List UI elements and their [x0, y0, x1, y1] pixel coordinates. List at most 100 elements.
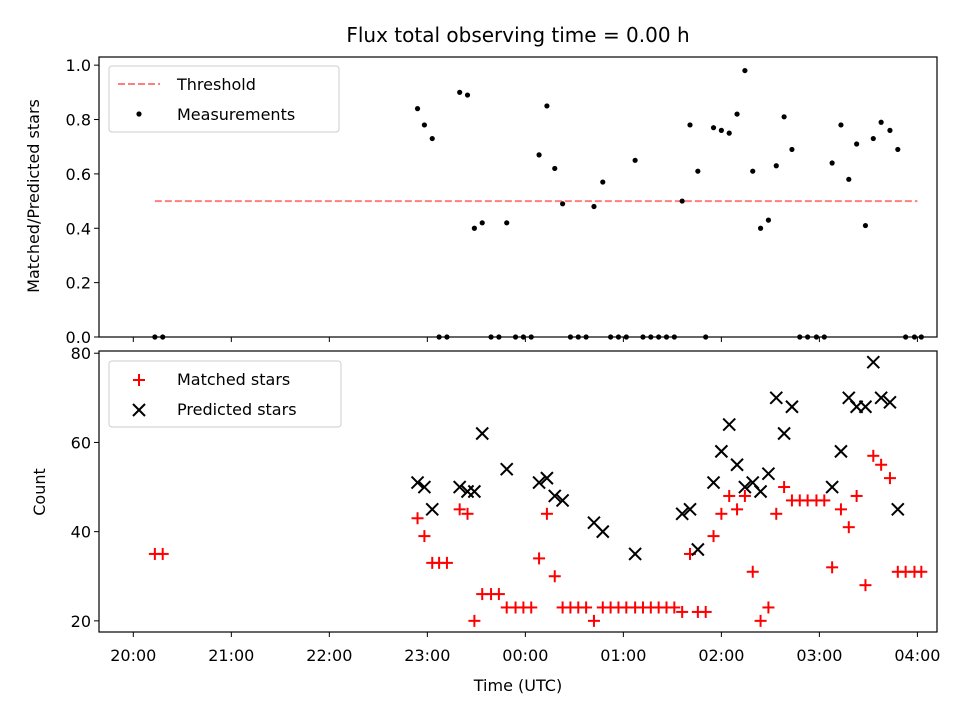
- legend-threshold-label: Threshold: [176, 75, 256, 94]
- measurement-point: [829, 160, 835, 166]
- matched-star-point: [468, 614, 481, 627]
- predicted-star-point: [410, 475, 425, 490]
- matched-star-point: [746, 565, 759, 578]
- x-tick-label: 02:00: [698, 646, 744, 665]
- matched-star-point: [715, 507, 728, 520]
- predicted-star-point: [683, 502, 697, 517]
- predicted-star-point: [834, 444, 848, 459]
- x-tick-label: 21:00: [208, 646, 254, 665]
- measurement-point: [718, 127, 724, 133]
- predicted-star-point: [866, 355, 880, 369]
- legend-predicted-swatch: [132, 403, 146, 417]
- legend-predicted-label: Predicted stars: [177, 400, 297, 419]
- predicted-star-point: [500, 462, 514, 476]
- matched-star-point: [411, 512, 424, 525]
- predicted-star-point: [691, 542, 705, 557]
- predicted-star-point: [425, 502, 439, 517]
- bottom-y-tick-label: 60: [71, 433, 91, 452]
- predicted-star-point: [548, 489, 562, 503]
- top-ticks-layer: 0.0 0.2 0.4 0.6 0.8 1.0: [66, 56, 918, 347]
- measurement-point: [421, 122, 427, 128]
- predicted-star-point: [722, 417, 736, 432]
- matched-star-point: [156, 547, 169, 560]
- predicted-star-point: [540, 471, 554, 485]
- matched-star-point: [731, 503, 744, 516]
- matched-star-point: [738, 489, 751, 502]
- measurement-point: [632, 157, 638, 163]
- chart-title: Flux total observing time = 0.00 h: [346, 23, 689, 47]
- matched-star-point: [826, 561, 839, 574]
- predicted-star-point: [417, 480, 432, 494]
- x-tick-label: 01:00: [600, 646, 646, 665]
- measurement-point: [504, 220, 510, 226]
- matched-star-point: [676, 605, 689, 618]
- predicted-star-point: [628, 547, 642, 561]
- measurement-point: [878, 119, 884, 125]
- bottom-legend: Matched stars Predicted stars: [108, 360, 342, 428]
- bottom-y-axis-label: Count: [30, 468, 49, 516]
- bottom-y-tick-label: 80: [71, 344, 91, 363]
- bottom-y-tick-label: 40: [71, 523, 91, 542]
- bottom-panel: Count Time (UTC) 20 40 60 80 20:00 21:00 22:00…: [30, 344, 940, 695]
- measurement-point: [552, 165, 558, 172]
- measurement-point: [687, 122, 693, 128]
- predicted-star-point: [891, 502, 905, 517]
- measurement-point: [457, 89, 463, 95]
- predicted-star-point: [475, 426, 489, 441]
- x-tick-label: 00:00: [502, 646, 548, 665]
- measurement-point: [471, 225, 477, 231]
- top-plot-frame: [98, 56, 938, 338]
- predicted-star-point: [761, 466, 776, 481]
- matched-star-point: [770, 507, 783, 520]
- predicted-star-point: [675, 507, 689, 521]
- top-y-axis-label: Matched/Predicted stars: [24, 99, 43, 293]
- matched-star-point: [842, 521, 855, 534]
- matched-star-point: [915, 565, 928, 578]
- x-tick-label: 03:00: [796, 646, 842, 665]
- bottom-y-tick-label: 20: [71, 612, 91, 631]
- predicted-star-point: [753, 484, 768, 499]
- top-panel: Flux total observing time = 0.00 h Match…: [24, 23, 938, 347]
- measurement-point: [429, 135, 435, 142]
- predicted-star-point: [769, 391, 783, 405]
- matched-star-point: [533, 552, 546, 565]
- measurement-point: [854, 141, 860, 147]
- matched-star-point: [540, 507, 553, 520]
- matched-star-point: [778, 481, 791, 494]
- measurement-point: [464, 92, 471, 98]
- matched-star-point: [867, 449, 880, 462]
- predicted-star-point: [785, 400, 799, 414]
- matched-star-point: [859, 579, 872, 592]
- measurement-point: [560, 201, 566, 207]
- x-tick-label: 20:00: [110, 646, 156, 665]
- matched-star-point: [754, 614, 767, 627]
- measurement-point: [781, 114, 787, 120]
- matched-star-point: [587, 614, 600, 627]
- predicted-star-point: [596, 524, 610, 539]
- predicted-star-point: [467, 484, 482, 499]
- measurement-point: [544, 103, 550, 109]
- bottom-ticks-layer: 20 40 60 80 20:00 21:00 22:00 23:00 00:00 01:00 02…: [71, 344, 941, 665]
- predicted-star-point: [555, 493, 570, 508]
- matched-star-point: [883, 472, 896, 485]
- measurement-point: [846, 176, 852, 182]
- top-legend-box: [108, 65, 340, 133]
- top-y-tick-label: 1.0: [66, 56, 91, 75]
- predicted-star-point: [777, 426, 791, 441]
- measurement-point: [895, 146, 901, 153]
- matched-points-layer: [148, 449, 928, 627]
- measurement-point: [726, 130, 732, 136]
- top-y-tick-label: 0.4: [66, 219, 91, 238]
- matched-star-point: [850, 489, 863, 502]
- bottom-legend-box: [108, 360, 342, 428]
- measurement-point: [414, 106, 421, 112]
- matched-star-point: [548, 570, 561, 583]
- top-legend: Threshold Measurements: [108, 65, 340, 133]
- matched-star-point: [762, 601, 775, 614]
- measurement-point: [710, 125, 717, 131]
- measurement-points-layer: [152, 67, 924, 340]
- measurement-point: [789, 146, 795, 153]
- predicted-star-point: [706, 475, 721, 490]
- top-y-tick-label: 0.0: [66, 328, 91, 347]
